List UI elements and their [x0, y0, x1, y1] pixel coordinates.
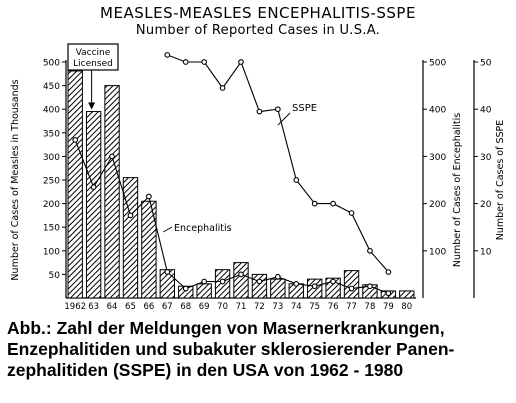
y-left-tick-label: 150: [43, 224, 60, 234]
measles-bar: [399, 290, 415, 299]
y-right1-tick-label: 400: [429, 106, 446, 116]
y-left-tick-label: 200: [43, 200, 60, 210]
x-tick-label: 77: [346, 302, 357, 312]
encephalitis-point: [238, 271, 244, 278]
y-left-tick-label: 100: [43, 247, 60, 257]
x-tick-label: 70: [217, 302, 228, 312]
measles-bar: [343, 270, 360, 299]
y-left-tick-label: 250: [43, 177, 60, 187]
sspe-point: [293, 177, 300, 183]
measles-bar: [67, 70, 83, 299]
y-right1-axis-label: Number of Cases of Encephalitis: [452, 113, 463, 267]
measles-bar: [196, 283, 212, 299]
sspe-point: [219, 85, 226, 91]
encephalitis-point: [311, 283, 318, 290]
sspe-point: [201, 59, 208, 65]
encephalitis-point: [256, 278, 263, 285]
chart-subtitle: Number of Reported Cases in U.S.A.: [135, 23, 381, 38]
vaccine-annotation-text: Licensed: [73, 59, 113, 69]
sspe-point: [330, 200, 336, 207]
encephalitis-point: [219, 278, 226, 285]
y-right2-tick-label: 10: [480, 247, 492, 257]
x-tick-label: 72: [254, 302, 265, 312]
x-tick-label: 71: [236, 302, 247, 312]
measles-bar: [104, 85, 120, 299]
x-tick-label: 69: [199, 302, 210, 312]
x-tick-label: 68: [180, 302, 191, 312]
encephalitis-label: Encephalitis: [174, 223, 232, 234]
x-tick-label: 65: [125, 302, 136, 312]
x-tick-label: 74: [291, 302, 302, 312]
figure-caption: Abb.: Zahl der Meldungen von Masernerkra…: [7, 318, 455, 380]
y-left-tick-label: 400: [43, 106, 60, 116]
encephalitis-point: [348, 285, 355, 292]
y-right2-tick-label: 50: [480, 59, 492, 69]
sspe-line: [167, 54, 389, 273]
encephalitis-point: [72, 137, 79, 143]
y-left-axis-label: Number of Cases of Measles in Thousands: [10, 79, 21, 280]
x-tick-label: 64: [107, 302, 118, 312]
sspe-leader: [277, 112, 291, 126]
x-tick-label: 67: [162, 302, 173, 312]
encephalitis-point: [293, 280, 300, 287]
measles-bar: [233, 262, 249, 299]
encephalitis-point: [367, 283, 373, 290]
y-left-tick-label: 50: [49, 271, 61, 281]
x-tick-label: 76: [328, 302, 339, 312]
sspe-point: [164, 52, 171, 58]
x-tick-label: 73: [272, 302, 283, 312]
vaccine-annotation-box: [67, 43, 119, 71]
sspe-label: SSPE: [292, 103, 317, 114]
vaccine-arrow-head: [88, 102, 96, 110]
encephalitis-point: [182, 285, 189, 292]
x-tick-label: 78: [365, 302, 376, 312]
x-tick-label: 1962: [64, 302, 86, 312]
y-left-tick-label: 350: [43, 129, 60, 139]
encephalitis-point: [164, 269, 171, 275]
encephalitis-point: [274, 273, 281, 280]
encephalitis-point: [385, 290, 392, 297]
x-tick-label: 75: [309, 302, 320, 312]
measles-bar: [141, 200, 157, 299]
sspe-point: [256, 108, 263, 115]
y-left-tick-label: 450: [43, 82, 60, 92]
sspe-point: [367, 247, 373, 254]
sspe-point: [311, 200, 318, 207]
x-tick-label: 79: [383, 302, 394, 312]
encephalitis-point: [90, 184, 97, 190]
x-tick-label: 66: [143, 302, 154, 312]
encephalitis-point: [109, 153, 115, 160]
y-right1-tick-label: 200: [429, 200, 446, 210]
x-tick-label: 63: [88, 302, 99, 312]
y-right2-tick-label: 20: [480, 200, 492, 210]
measles-bar: [270, 278, 286, 299]
y-right2-tick-label: 30: [480, 153, 492, 163]
encephalitis-point: [201, 278, 208, 285]
encephalitis-point: [127, 212, 134, 219]
y-right1-tick-label: 100: [429, 247, 446, 257]
sspe-point: [238, 59, 244, 65]
measles-bar: [251, 273, 268, 299]
y-right2-tick-label: 40: [480, 106, 492, 116]
y-right2-axis-label: Number of Cases of SSPE: [495, 120, 506, 241]
sspe-point: [182, 59, 189, 65]
x-tick-label: 80: [401, 302, 412, 312]
sspe-point: [274, 106, 281, 113]
y-right1-tick-label: 300: [429, 153, 446, 163]
measles-bar: [122, 177, 139, 299]
encephalitis-line: [74, 139, 389, 294]
chart-title: MEASLES-MEASLES ENCEPHALITIS-SSPE: [100, 4, 416, 22]
vaccine-annotation-text: Vaccine: [76, 48, 111, 58]
encephalitis-point: [146, 193, 152, 200]
encephalitis-leader: [163, 226, 173, 233]
y-right1-tick-label: 500: [429, 59, 446, 69]
y-left-tick-label: 300: [43, 153, 60, 163]
sspe-point: [385, 269, 392, 275]
measles-bar: [85, 111, 102, 299]
encephalitis-point: [330, 278, 336, 285]
sspe-point: [348, 210, 355, 216]
y-left-tick-label: 500: [43, 59, 60, 69]
